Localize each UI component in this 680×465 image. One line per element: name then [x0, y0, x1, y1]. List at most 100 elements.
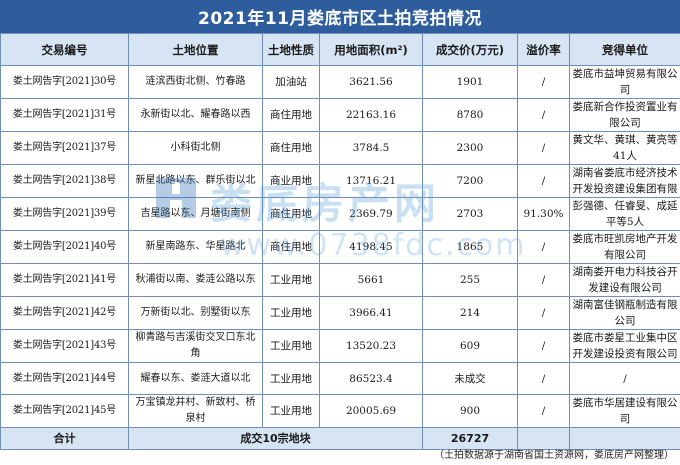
- total-row: 合计 成交10宗地块 26727: [0, 427, 680, 450]
- cell-code: 娄土网告字[2021]45号: [0, 394, 129, 428]
- table-row: 娄土网告字[2021]45号 万宝镇龙井村、新致村、桥泉村 工业用地 20005.69…: [0, 394, 680, 428]
- cell-winner: 娄底市娄星工业集中区开发建设投资有限公司: [569, 329, 680, 363]
- cell-price: 609: [422, 329, 518, 363]
- cell-use: 工业用地: [262, 394, 320, 428]
- cell-area: 22163.16: [319, 98, 423, 132]
- cell-price: 1901: [422, 65, 518, 99]
- cell-winner: 彭强德、任睿旻、成延平等5人: [569, 197, 680, 231]
- cell-price: 1865: [422, 230, 518, 264]
- header-area: 用地面积(m²): [319, 33, 423, 66]
- cell-area: 2369.79: [319, 197, 423, 231]
- cell-use: 工业用地: [262, 362, 320, 395]
- header-price: 成交价(万元): [422, 33, 518, 66]
- cell-location: 小科街北侧: [128, 131, 263, 165]
- total-summary: 成交10宗地块: [128, 427, 423, 450]
- cell-premium: /: [517, 65, 570, 99]
- cell-code: 娄土网告字[2021]42号: [0, 296, 129, 330]
- cell-use: 工业用地: [262, 296, 320, 330]
- cell-use: 商住用地: [262, 230, 320, 264]
- cell-use: 商业用地: [262, 164, 320, 198]
- table-body: 娄土网告字[2021]30号 涟滨西街北侧、竹春路 加油站 3621.56 1901/娄…: [0, 65, 680, 450]
- cell-price: 8780: [422, 98, 518, 132]
- cell-code: 娄土网告字[2021]38号: [0, 164, 129, 198]
- table-row: 娄土网告字[2021]38号 新星北路以东、群乐街以北 商业用地 13716.21 72…: [0, 164, 680, 198]
- cell-area: 4198.45: [319, 230, 423, 264]
- cell-use: 商住用地: [262, 197, 320, 231]
- cell-use: 商住用地: [262, 131, 320, 165]
- cell-location: 柳青路与吉溪街交叉口东北角: [128, 329, 263, 363]
- cell-code: 娄土网告字[2021]31号: [0, 98, 129, 132]
- cell-winner: 娄底市旺凯房地产开发有限公司: [569, 230, 680, 264]
- table-row: 娄土网告字[2021]44号 耀春以东、娄涟大道以北 工业用地 86523.4 未成交 /…: [0, 362, 680, 395]
- cell-area: 13520.23: [319, 329, 423, 363]
- cell-premium: /: [517, 263, 570, 297]
- cell-winner: 娄底新合作投资置业有限公司: [569, 98, 680, 132]
- cell-area: 3966.41: [319, 296, 423, 330]
- cell-winner: 黄文华、黄琪、黄亮等41人: [569, 131, 680, 165]
- cell-code: 娄土网告字[2021]37号: [0, 131, 129, 165]
- header-use: 土地性质: [262, 33, 320, 66]
- cell-location: 新星南路东、华星路北: [128, 230, 263, 264]
- cell-price: 7200: [422, 164, 518, 198]
- total-winner-empty: [569, 427, 680, 450]
- cell-use: 工业用地: [262, 329, 320, 363]
- header-premium: 溢价率: [517, 33, 570, 66]
- cell-code: 娄土网告字[2021]43号: [0, 329, 129, 363]
- cell-premium: /: [517, 131, 570, 165]
- header-location: 土地位置: [128, 33, 263, 66]
- table-row: 娄土网告字[2021]42号 万新街以北、别墅街以东 工业用地 3966.41 214/…: [0, 296, 680, 330]
- total-price: 26727: [422, 427, 518, 450]
- cell-premium: /: [517, 394, 570, 428]
- table-row: 娄土网告字[2021]40号 新星南路东、华星路北 商住用地 4198.45 1865/…: [0, 230, 680, 264]
- cell-price: 未成交: [422, 362, 518, 395]
- total-label: 合计: [0, 427, 129, 450]
- cell-winner: 娄底市华居建设有限公司: [569, 394, 680, 428]
- cell-area: 86523.4: [319, 362, 423, 395]
- cell-code: 娄土网告字[2021]41号: [0, 263, 129, 297]
- cell-price: 2300: [422, 131, 518, 165]
- cell-use: 工业用地: [262, 263, 320, 297]
- table-row: 娄土网告字[2021]31号 永新街以北、耀春路以西 商住用地 22163.16 878…: [0, 98, 680, 132]
- table-row: 娄土网告字[2021]39号 吉星路以东、月塘街南侧 商住用地 2369.79 2703…: [0, 197, 680, 231]
- cell-code: 娄土网告字[2021]39号: [0, 197, 129, 231]
- land-auction-table: 交易编号 土地位置 土地性质 用地面积(m²) 成交价(万元) 溢价率 竞得单位…: [0, 33, 680, 450]
- cell-area: 3621.56: [319, 65, 423, 99]
- cell-winner: 湖南省娄底市经济技术开发投资建设集团有限: [569, 164, 680, 198]
- cell-price: 255: [422, 263, 518, 297]
- cell-premium: /: [517, 164, 570, 198]
- table-header-row: 交易编号 土地位置 土地性质 用地面积(m²) 成交价(万元) 溢价率 竞得单位: [0, 33, 680, 66]
- table-row: 娄土网告字[2021]37号 小科街北侧 商住用地 3784.5 2300/黄文华、黄琪…: [0, 131, 680, 165]
- cell-winner: 娄底市益坤贸易有限公司: [569, 65, 680, 99]
- cell-premium: /: [517, 230, 570, 264]
- cell-area: 20005.69: [319, 394, 423, 428]
- cell-area: 13716.21: [319, 164, 423, 198]
- cell-winner: 湖南娄开电力科技谷开发建设有限公司: [569, 263, 680, 297]
- cell-premium: /: [517, 296, 570, 330]
- cell-premium: /: [517, 362, 570, 395]
- cell-price: 900: [422, 394, 518, 428]
- cell-location: 涟滨西街北侧、竹春路: [128, 65, 263, 99]
- cell-area: 5661: [319, 263, 423, 297]
- header-code: 交易编号: [0, 33, 129, 66]
- cell-price: 2703: [422, 197, 518, 231]
- cell-use: 加油站: [262, 65, 320, 99]
- cell-location: 万宝镇龙井村、新致村、桥泉村: [128, 394, 263, 428]
- cell-premium: 91.30%: [517, 197, 570, 231]
- cell-location: 吉星路以东、月塘街南侧: [128, 197, 263, 231]
- cell-winner: /: [569, 362, 680, 395]
- cell-use: 商住用地: [262, 98, 320, 132]
- cell-code: 娄土网告字[2021]40号: [0, 230, 129, 264]
- header-winner: 竞得单位: [569, 33, 680, 66]
- cell-location: 秋浦街以南、娄涟公路以东: [128, 263, 263, 297]
- cell-location: 耀春以东、娄涟大道以北: [128, 362, 263, 395]
- cell-location: 万新街以北、别墅街以东: [128, 296, 263, 330]
- cell-code: 娄土网告字[2021]30号: [0, 65, 129, 99]
- table-row: 娄土网告字[2021]43号 柳青路与吉溪街交叉口东北角 工业用地 13520.23 6…: [0, 329, 680, 363]
- cell-location: 新星北路以东、群乐街以北: [128, 164, 263, 198]
- total-premium-empty: [517, 427, 570, 450]
- cell-location: 永新街以北、耀春路以西: [128, 98, 263, 132]
- cell-premium: /: [517, 98, 570, 132]
- cell-area: 3784.5: [319, 131, 423, 165]
- cell-premium: /: [517, 329, 570, 363]
